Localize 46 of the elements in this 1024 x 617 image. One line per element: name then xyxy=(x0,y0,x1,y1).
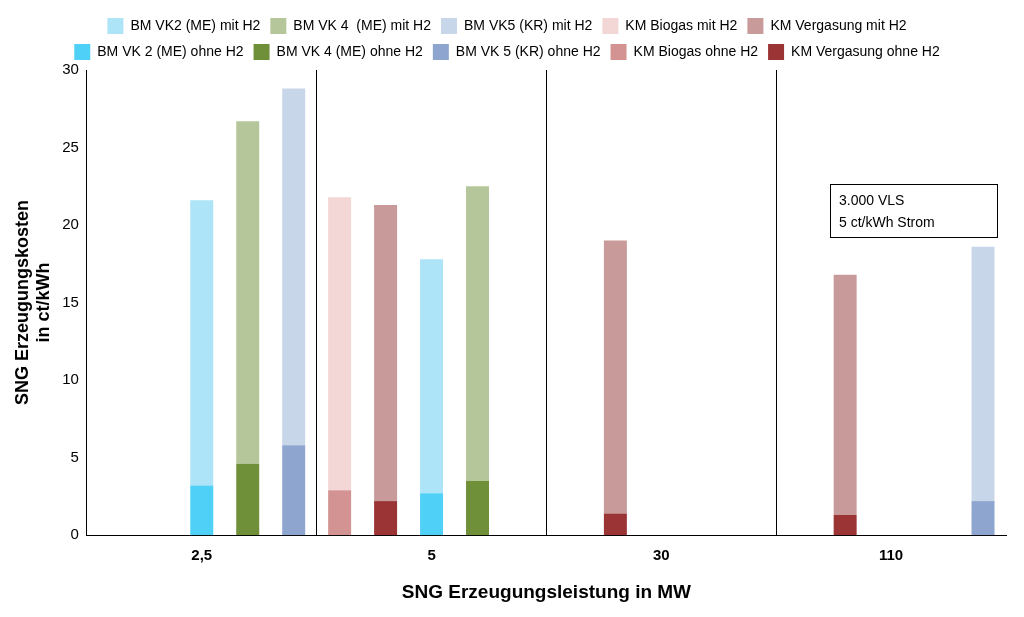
x-tick-label: 2,5 xyxy=(191,546,213,564)
bar xyxy=(282,445,306,536)
legend-label: KM Vergasung ohne H2 xyxy=(791,42,940,59)
legend-label: KM Vergasung mit H2 xyxy=(770,16,907,33)
bar xyxy=(971,246,995,502)
bar xyxy=(466,186,489,481)
x-axis-title: SNG Erzeugungsleistung in MW xyxy=(401,580,692,602)
y-tick-label: 5 xyxy=(70,447,79,465)
bar xyxy=(603,240,627,514)
legend-label: BM VK 2 (ME) ohne H2 xyxy=(97,42,244,59)
legend-label: BM VK 4 (ME) mit H2 xyxy=(293,16,432,33)
bar xyxy=(190,485,214,536)
y-tick-label: 15 xyxy=(62,292,79,310)
bar xyxy=(420,259,444,494)
bar xyxy=(328,197,352,491)
bar xyxy=(236,463,260,536)
annotation: 3.000 VLS xyxy=(839,191,906,210)
y-tick-label: 25 xyxy=(62,137,79,155)
x-tick-label: 30 xyxy=(652,546,670,564)
legend-label: BM VK5 (KR) mit H2 xyxy=(464,16,593,33)
x-tick-label: 5 xyxy=(427,546,436,564)
bar xyxy=(282,88,306,446)
legend-label: KM Biogas mit H2 xyxy=(625,16,738,33)
bar xyxy=(833,515,857,536)
bar xyxy=(328,490,352,536)
bar xyxy=(374,204,398,502)
legend-label: BM VK 4 (ME) ohne H2 xyxy=(276,42,424,59)
annotation: 5 ct/kWh Strom xyxy=(839,213,936,232)
legend-label: BM VK 5 (KR) ohne H2 xyxy=(455,42,601,59)
bar xyxy=(603,513,627,536)
bar xyxy=(833,274,857,516)
legend-label: KM Biogas ohne H2 xyxy=(633,42,759,59)
bar xyxy=(374,501,398,536)
y-tick-label: 10 xyxy=(62,370,79,388)
y-tick-label: 20 xyxy=(62,215,79,233)
y-axis-title: SNG Erzeugungskosten in ct/kWh xyxy=(11,200,54,406)
bar xyxy=(190,200,214,486)
y-tick-label: 0 xyxy=(70,525,79,543)
bar xyxy=(466,480,489,536)
legend-label: BM VK2 (ME) mit H2 xyxy=(130,16,261,33)
bar xyxy=(971,501,995,536)
bar xyxy=(420,493,444,536)
note-box: 3.000 VLS 5 ct/kWh Strom xyxy=(830,184,998,238)
y-tick-label: 30 xyxy=(62,60,79,78)
x-tick-label: 110 xyxy=(879,546,904,564)
bar xyxy=(236,121,260,464)
